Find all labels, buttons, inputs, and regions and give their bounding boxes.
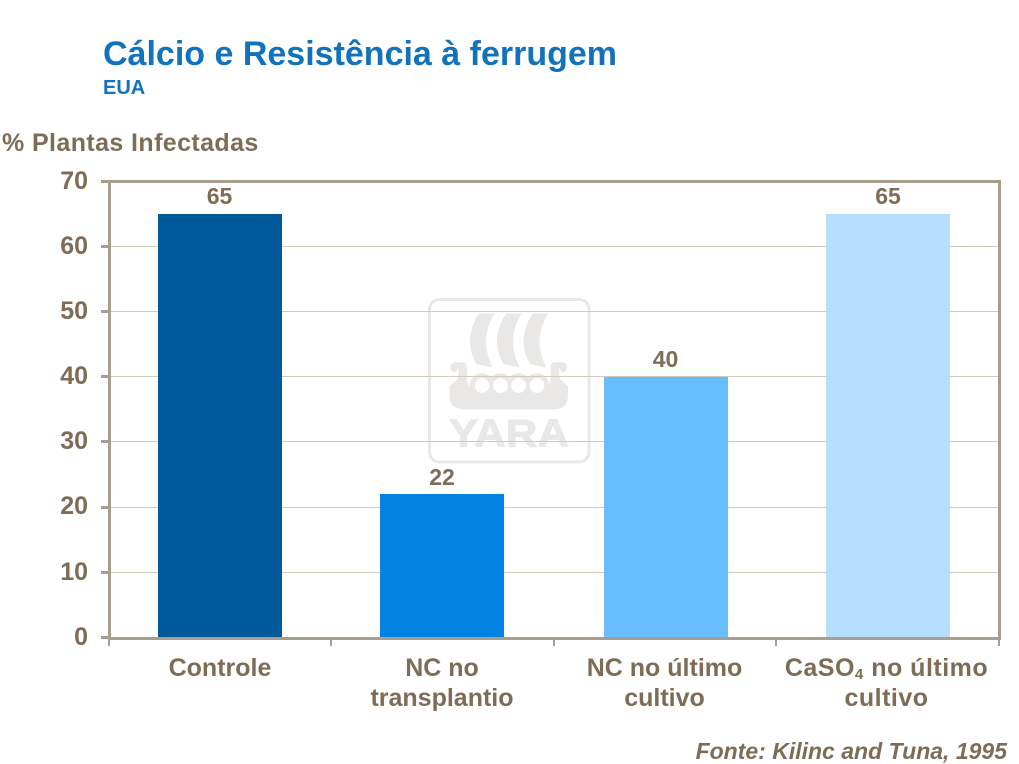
svg-text:YARA: YARA [449, 413, 569, 456]
